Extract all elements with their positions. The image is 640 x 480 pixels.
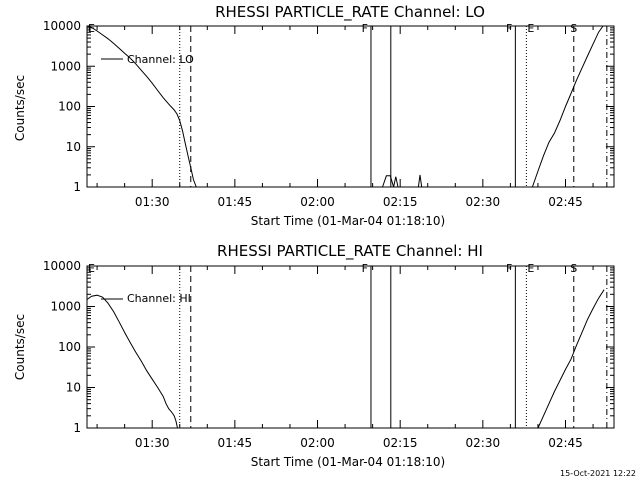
- event-marker: E: [88, 22, 95, 35]
- x-tick-label: 01:45: [218, 195, 253, 209]
- y-tick-label: 10000: [43, 259, 81, 273]
- event-marker: F: [362, 22, 368, 35]
- panel-hi: 01:30 01:45 02:00 02:15 02:30 02:45 1 10 100 1000…: [43, 259, 615, 450]
- x-tick-label: 02:45: [548, 195, 583, 209]
- x-tick-label: 02:00: [300, 195, 335, 209]
- event-marker: F: [506, 22, 512, 35]
- panel-hi-ylabel: Counts/sec: [13, 314, 27, 380]
- y-tick-label: 100: [58, 340, 81, 354]
- x-tick-label: 01:30: [135, 195, 170, 209]
- event-marker: F: [506, 262, 512, 275]
- event-marker: S: [570, 262, 577, 275]
- y-tick-label: 1: [73, 180, 81, 194]
- event-marker: F: [362, 262, 368, 275]
- plot-frame: [86, 25, 615, 188]
- x-tick-label: 02:00: [300, 436, 335, 450]
- series-line: [87, 25, 604, 188]
- event-marker: S: [570, 22, 577, 35]
- x-tick-label: 01:45: [218, 436, 253, 450]
- x-tick-label: 02:30: [466, 436, 501, 450]
- panel-hi-xlabel: Start Time (01-Mar-04 01:18:10): [251, 455, 445, 469]
- panel-lo-xlabel: Start Time (01-Mar-04 01:18:10): [251, 214, 445, 228]
- y-tick-label: 1: [73, 421, 81, 435]
- y-tick-label: 10000: [43, 19, 81, 33]
- x-tick-label: 02:30: [466, 195, 501, 209]
- panel-hi-title: RHESSI PARTICLE_RATE Channel: HI: [217, 242, 483, 261]
- event-marker: E: [527, 262, 534, 275]
- event-marker: E: [527, 22, 534, 35]
- panel-lo-legend-label: Channel: LO: [127, 53, 194, 66]
- y-tick-label: 1000: [50, 300, 81, 314]
- panel-lo-title: RHESSI PARTICLE_RATE Channel: LO: [215, 3, 485, 22]
- x-tick-label: 02:15: [383, 436, 418, 450]
- event-marker: E: [88, 262, 95, 275]
- y-tick-label: 100: [58, 100, 81, 114]
- y-tick-label: 10: [66, 140, 81, 154]
- panel-lo-ylabel: Counts/sec: [13, 75, 27, 141]
- x-tick-label: 02:15: [383, 195, 418, 209]
- x-tick-label: 01:30: [135, 436, 170, 450]
- y-tick-label: 10: [66, 381, 81, 395]
- footer-timestamp: 15-Oct-2021 12:22: [560, 469, 636, 478]
- series-line: [86, 289, 605, 429]
- x-tick-label: 02:45: [548, 436, 583, 450]
- panel-lo: 01:30 01:45 02:00 02:15 02:30 02:45 1 10 100 1000…: [43, 19, 615, 209]
- y-tick-label: 1000: [50, 59, 81, 73]
- panel-hi-legend-label: Channel: HI: [127, 292, 191, 305]
